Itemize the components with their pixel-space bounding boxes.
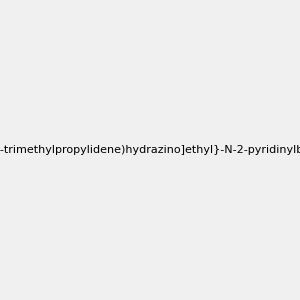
- Text: N-{2-oxo-2-[2-(1,2,2-trimethylpropylidene)hydrazino]ethyl}-N-2-pyridinylbenzenes: N-{2-oxo-2-[2-(1,2,2-trimethylpropyliden…: [0, 145, 300, 155]
